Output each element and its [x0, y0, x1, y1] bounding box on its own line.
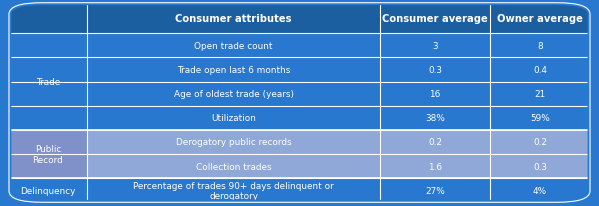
- Bar: [87, 82, 380, 106]
- Text: 59%: 59%: [530, 114, 550, 123]
- Bar: [9, 34, 87, 130]
- Bar: [380, 106, 490, 130]
- Bar: [490, 34, 590, 58]
- Text: 0.3: 0.3: [533, 162, 547, 171]
- Bar: [380, 34, 490, 58]
- Bar: [490, 106, 590, 130]
- Bar: [9, 19, 590, 34]
- Bar: [87, 34, 380, 58]
- Text: Trade open last 6 months: Trade open last 6 months: [177, 66, 291, 75]
- Text: Consumer attributes: Consumer attributes: [176, 14, 292, 24]
- Text: 1.6: 1.6: [428, 162, 442, 171]
- Text: 0.2: 0.2: [533, 138, 547, 147]
- Bar: [87, 106, 380, 130]
- Bar: [87, 154, 380, 178]
- Text: Derogatory public records: Derogatory public records: [176, 138, 292, 147]
- Bar: [87, 130, 380, 154]
- Text: Percentage of trades 90+ days delinquent or
derogatory: Percentage of trades 90+ days delinquent…: [133, 181, 334, 200]
- Bar: [9, 130, 87, 178]
- Text: 27%: 27%: [425, 186, 445, 195]
- Text: Trade: Trade: [36, 78, 60, 87]
- Text: 3: 3: [432, 42, 438, 51]
- Text: 0.4: 0.4: [533, 66, 547, 75]
- Bar: [490, 154, 590, 178]
- Bar: [380, 82, 490, 106]
- Bar: [87, 178, 380, 202]
- Text: Open trade count: Open trade count: [194, 42, 273, 51]
- Bar: [490, 58, 590, 82]
- Bar: [380, 130, 490, 154]
- Text: 38%: 38%: [425, 114, 445, 123]
- Text: Consumer average: Consumer average: [382, 14, 488, 24]
- Text: Age of oldest trade (years): Age of oldest trade (years): [174, 90, 294, 99]
- Text: Collection trades: Collection trades: [196, 162, 271, 171]
- Text: Delinquency: Delinquency: [20, 186, 75, 195]
- Text: Public
Record: Public Record: [32, 145, 63, 164]
- Text: 0.3: 0.3: [428, 66, 442, 75]
- Bar: [380, 58, 490, 82]
- Bar: [490, 178, 590, 202]
- Bar: [380, 154, 490, 178]
- Bar: [490, 82, 590, 106]
- FancyBboxPatch shape: [9, 4, 590, 34]
- Text: Owner average: Owner average: [497, 14, 583, 24]
- Bar: [9, 178, 87, 202]
- Bar: [380, 178, 490, 202]
- Bar: [490, 130, 590, 154]
- Text: 21: 21: [534, 90, 546, 99]
- Text: Utilization: Utilization: [211, 114, 256, 123]
- Text: 8: 8: [537, 42, 543, 51]
- Text: 16: 16: [429, 90, 441, 99]
- Text: 0.2: 0.2: [428, 138, 442, 147]
- Text: 4%: 4%: [533, 186, 547, 195]
- Bar: [87, 58, 380, 82]
